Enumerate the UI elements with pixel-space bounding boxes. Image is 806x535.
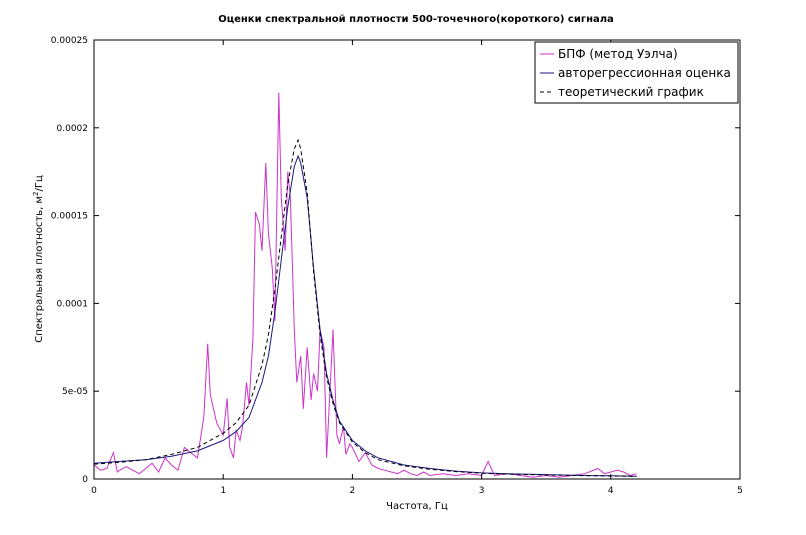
y-tick-label: 0.00015 [51, 212, 88, 222]
legend-label-theoretical: теоретический график [558, 85, 704, 99]
y-axis: 0 5e-05 0.0001 0.00015 0.0002 0.00025 [51, 36, 740, 485]
y-tick-label: 0 [82, 475, 88, 485]
legend-label-fft-welch: БПФ (метод Уэлча) [558, 47, 678, 61]
legend-label-autoregressive: авторегрессионная оценка [558, 66, 731, 80]
y-tick-label: 0.0002 [57, 124, 89, 134]
x-tick-label: 2 [350, 486, 356, 496]
x-tick-label: 1 [220, 486, 226, 496]
x-tick-label: 4 [608, 486, 614, 496]
y-tick-label: 0.0001 [57, 299, 89, 309]
series-line-fft-welch [93, 92, 637, 478]
x-tick-label: 0 [91, 486, 97, 496]
y-axis-label-main: Спектральная плотность, м [34, 196, 45, 343]
y-tick-label: 5e-05 [62, 387, 88, 397]
legend-box [534, 41, 739, 104]
x-tick-label: 5 [737, 486, 743, 496]
chart-title: Оценки спектральной плотности 500-точечн… [218, 14, 614, 25]
y-tick-label: 0.00025 [51, 36, 88, 46]
x-axis-label: Частота, Гц [386, 501, 448, 512]
y-axis-label-tail: /Гц [34, 175, 45, 191]
plot-lines [93, 92, 637, 478]
y-axis-label: Спектральная плотность, м2/Гц [32, 175, 45, 343]
x-tick-label: 3 [479, 486, 485, 496]
y-axis-label-sup: 2 [32, 192, 40, 196]
legend: БПФ (метод Уэлча) авторегрессионная оценк… [534, 41, 739, 104]
plot-area-frame [93, 39, 741, 480]
series-line-theoretical [93, 138, 637, 477]
x-axis: 0 1 2 3 4 5 [91, 40, 743, 496]
